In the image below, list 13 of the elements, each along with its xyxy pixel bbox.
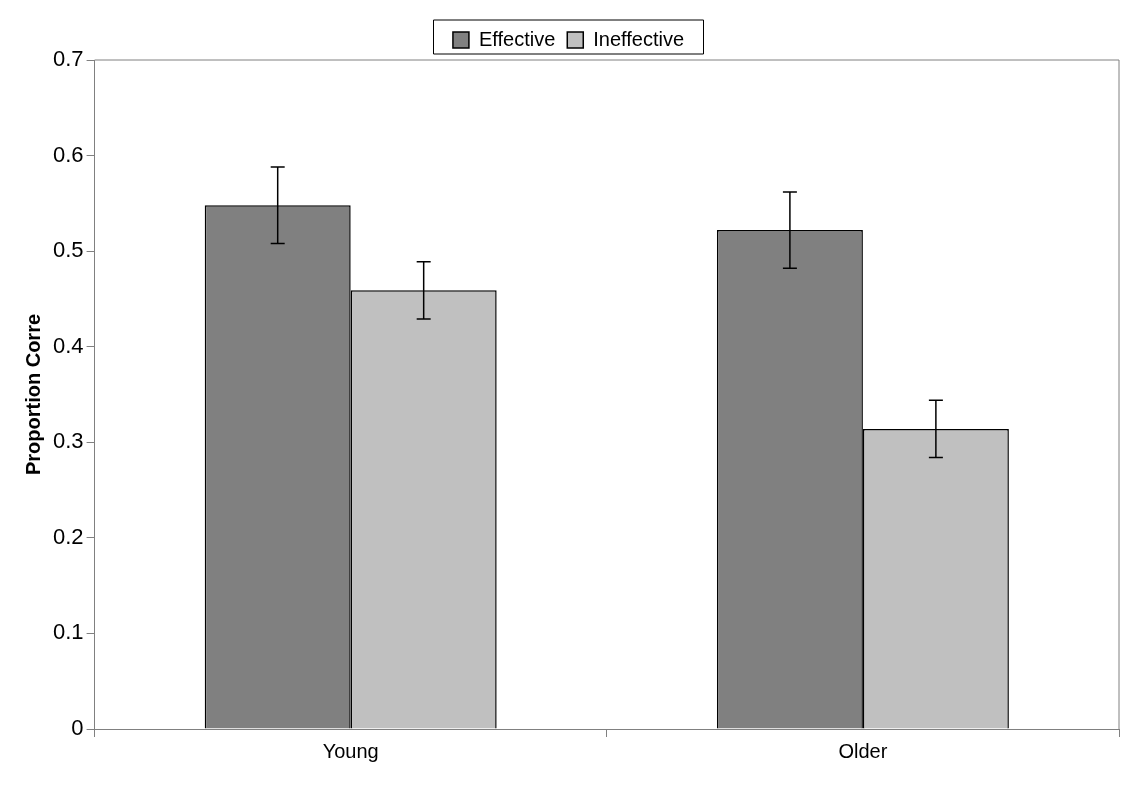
y-tick-label: 0.6 [52,141,84,167]
legend-label: Ineffective [593,27,685,50]
x-tick-label: Older [838,739,888,762]
y-tick-label: 0.2 [52,523,84,549]
y-tick-label: 0.5 [52,237,84,263]
y-axis-title: Proportion Corre [21,313,44,476]
legend-label: Effective [478,27,556,50]
y-tick-label: 0 [71,715,84,741]
y-tick-label: 0.1 [52,619,84,645]
x-tick-label: Young [322,739,379,762]
y-tick-label: 0.4 [52,332,84,358]
y-tick-label: 0.7 [52,46,84,72]
y-tick-label: 0.3 [52,428,84,454]
